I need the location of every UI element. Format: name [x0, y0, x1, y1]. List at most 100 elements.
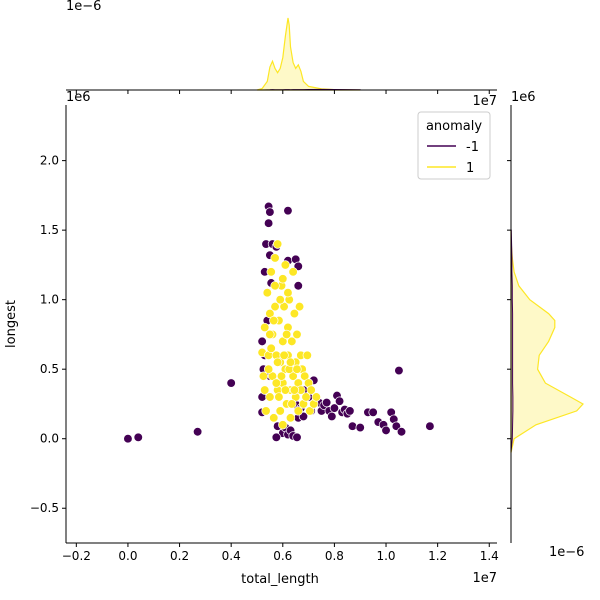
scatter-point-normal [278, 274, 288, 284]
x-tick-label: 0.8 [325, 549, 344, 563]
scatter-point-anomaly [425, 421, 435, 431]
x-tick-label: −0.2 [62, 549, 91, 563]
scatter-point-anomaly [133, 432, 143, 442]
x-axis-offset-label: 1e7 [472, 571, 497, 586]
scatter-point-normal [306, 385, 316, 395]
x-tick-label: 0.4 [222, 549, 241, 563]
scatter-point-normal [300, 371, 310, 381]
top-marginal-offset-label: 1e−6 [66, 0, 101, 14]
scatter-point-normal [280, 385, 291, 395]
right-marginal-offset-label: 1e−6 [549, 545, 584, 560]
y-axis-offset-label: 1e6 [66, 90, 91, 105]
scatter-point-normal [262, 288, 272, 298]
scatter-point-normal [293, 406, 303, 416]
scatter-point-anomaly [271, 432, 281, 442]
scatter-point-anomaly [347, 421, 358, 431]
scatter-point-normal [278, 420, 288, 430]
scatter-point-normal [282, 329, 292, 340]
scatter-point-normal [292, 364, 302, 374]
scatter-point-normal [266, 343, 276, 353]
right-marginal-yticks [507, 160, 511, 509]
scatter-point-normal [260, 385, 270, 395]
scatter-point-normal [275, 295, 285, 305]
scatter-point-normal [287, 336, 297, 347]
scatter-point-normal [279, 301, 289, 312]
legend-label-anomaly: -1 [466, 140, 479, 155]
scatter-point-anomaly [327, 411, 337, 422]
scatter-point-anomaly [396, 427, 407, 437]
scatter-point-normal [270, 301, 280, 312]
y-tick-label: 1.5 [40, 223, 59, 237]
scatter-point-normal [278, 336, 288, 347]
x-axis-label: total_length [241, 572, 319, 587]
x-tick-label: 0.2 [170, 549, 189, 563]
legend-title: anomaly [426, 119, 482, 134]
scatter-point-anomaly [263, 218, 274, 228]
top-marginal: 1e−6 1e7 [66, 0, 497, 109]
y-tick-label: 2.0 [40, 154, 59, 168]
top-marginal-xaxis-offset-label: 1e7 [472, 94, 497, 109]
x-tick-label: 1.0 [376, 549, 395, 563]
scatter-point-normal [288, 371, 298, 381]
x-axis-ticks: −0.2 0.0 0.2 0.4 0.6 0.8 1.0 1.2 1.4 [62, 543, 499, 563]
scatter-point-anomaly [226, 378, 236, 388]
scatter-point-anomaly [322, 397, 332, 408]
scatter-point-normal [292, 329, 302, 340]
scatter-point-anomaly [381, 425, 391, 436]
scatter-point-anomaly [329, 403, 340, 413]
x-tick-label: 1.4 [480, 549, 499, 563]
legend: anomaly -1 1 [417, 111, 491, 180]
scatter-point-normal [279, 350, 289, 360]
scatter-point-anomaly [293, 281, 303, 291]
scatter-point-normal [289, 308, 300, 319]
scatter-point-normal [260, 322, 270, 333]
scatter-point-normal [274, 392, 284, 402]
right-marginal: 1e6 1e−6 [507, 90, 584, 560]
scatter-point-normal [287, 399, 297, 409]
scatter-point-normal [265, 392, 275, 402]
right-marginal-densities [510, 229, 584, 453]
y-tick-label: 1.0 [40, 293, 59, 307]
scatter-point-anomaly [257, 336, 267, 347]
top-marginal-densities [256, 17, 361, 91]
x-tick-label: 0.6 [273, 549, 292, 563]
scatter-point-anomaly [355, 422, 365, 433]
y-axis-ticks: −0.5 0.0 0.5 1.0 1.5 2.0 [30, 154, 66, 515]
scatter-point-normal [301, 392, 311, 402]
scatter-point-normal [265, 329, 275, 340]
y-tick-label: 0.5 [40, 362, 59, 376]
scatter-point-normal [266, 267, 276, 277]
scatter-point-normal [261, 406, 271, 416]
scatter-point-normal [258, 371, 269, 381]
scatter-point-normal [285, 357, 296, 367]
scatter-point-normal [311, 392, 321, 402]
scatter-point-normal [275, 406, 285, 416]
scatter-point-normal [289, 385, 300, 395]
top-marginal-xticks [75, 90, 490, 94]
scatter-point-normal [288, 267, 298, 277]
scatter-point-normal [270, 253, 280, 263]
scatter-point-anomaly [265, 207, 275, 217]
right-density-normal [510, 230, 584, 453]
scatter-point-anomaly [192, 427, 203, 437]
top-density-normal [256, 17, 361, 91]
x-tick-label: 0.0 [118, 549, 137, 563]
scatter-point-normal [271, 378, 281, 388]
scatter-point-normal [294, 301, 305, 312]
scatter-points [123, 201, 435, 444]
scatter-point-normal [269, 413, 279, 423]
joint-plot: −0.2 0.0 0.2 0.4 0.6 0.8 1.0 1.2 1.4 −0.5 0.0 0.5 1… [4, 90, 499, 587]
y-tick-label: −0.5 [30, 501, 59, 515]
scatter-point-anomaly [283, 206, 293, 216]
scatter-point-normal [305, 406, 315, 416]
scatter-point-normal [263, 364, 274, 374]
scatter-point-normal [270, 281, 280, 291]
y-axis-label: longest [4, 300, 19, 348]
scatter-point-normal [280, 260, 291, 270]
right-marginal-yaxis-offset-label: 1e6 [511, 90, 536, 105]
scatter-point-anomaly [123, 434, 133, 444]
scatter-point-normal [285, 413, 296, 423]
scatter-point-anomaly [345, 406, 355, 416]
scatter-point-anomaly [368, 407, 378, 417]
